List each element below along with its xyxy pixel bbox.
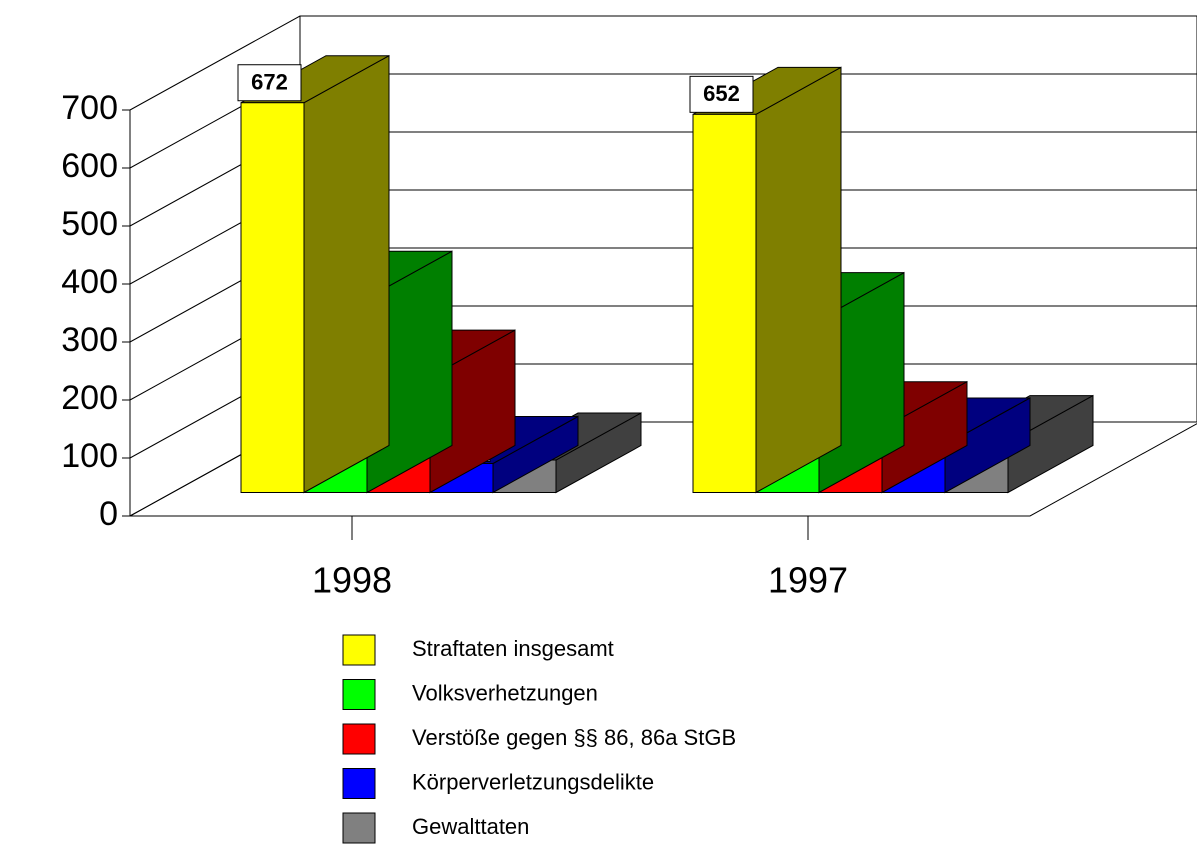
y-tick-label: 200 [61, 379, 118, 417]
y-tick-label: 400 [61, 263, 118, 301]
legend-label: Körperverletzungsdelikte [412, 769, 654, 794]
value-label: 652 [703, 81, 740, 106]
legend-label: Gewalttaten [412, 814, 529, 839]
x-tick-label: 1997 [768, 560, 848, 601]
legend-swatch [342, 812, 376, 844]
value-label: 672 [251, 70, 288, 95]
grid-line [129, 15, 1197, 111]
legend-swatch [342, 723, 376, 755]
bar [240, 102, 305, 494]
y-tick-label: 600 [61, 147, 118, 185]
value-label-box [689, 75, 754, 113]
legend-swatch [342, 768, 376, 799]
legend-swatch [342, 634, 376, 666]
y-tick-label: 700 [61, 89, 118, 127]
y-tick-label: 100 [61, 437, 118, 475]
bar-side [303, 54, 390, 494]
legend-swatch [342, 679, 376, 710]
y-tick-label: 0 [99, 495, 118, 533]
y-tick-label: 500 [61, 205, 118, 243]
legend-label: Verstöße gegen §§ 86, 86a StGB [412, 725, 736, 750]
bar-side [755, 66, 842, 494]
y-tick-label: 300 [61, 321, 118, 359]
value-label-box [237, 64, 302, 102]
bar [692, 113, 757, 493]
legend-label: Volksverhetzungen [412, 680, 598, 705]
legend-label: Straftaten insgesamt [412, 636, 614, 661]
x-tick-label: 1998 [312, 560, 392, 601]
